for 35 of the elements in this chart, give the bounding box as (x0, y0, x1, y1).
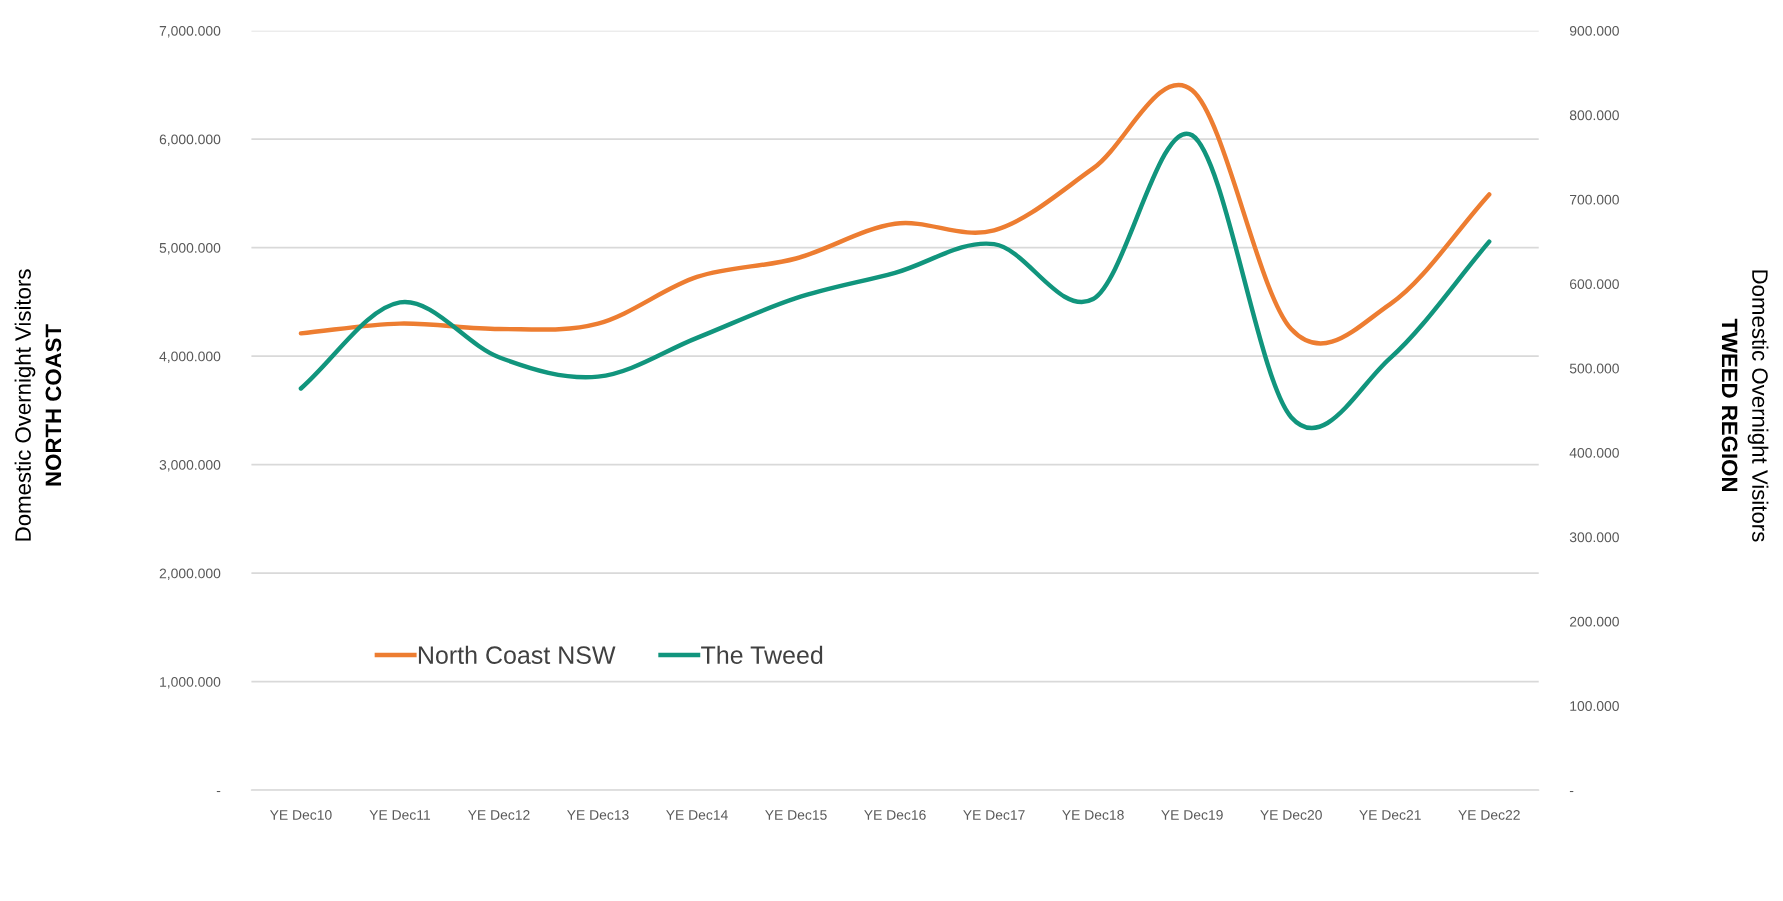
x-tick-label: YE Dec22 (1458, 809, 1520, 820)
x-tick-label: YE Dec10 (269, 809, 332, 820)
y-tick-label: 2,000.000 (159, 568, 221, 580)
x-tick-label: YE Dec19 (1161, 809, 1223, 820)
y-tick-label: 5,000.000 (159, 242, 221, 255)
x-tick-label: YE Dec16 (864, 809, 926, 820)
y-tick-label: - (216, 790, 221, 793)
x-tick-label: YE Dec15 (765, 810, 827, 820)
x-tick-label: YE Dec18 (1062, 809, 1124, 820)
y-tick-label: 6,000.000 (159, 134, 221, 146)
y2-tick-label: 300.000 (1569, 532, 1619, 543)
y2-tick-label: - (1569, 790, 1574, 793)
y2-tick-label: 900.000 (1569, 25, 1619, 36)
x-tick-label: YE Dec14 (666, 810, 728, 820)
y2-axis-title: Domestic Overnight Visitors TWEED REGION (1721, 270, 1769, 542)
legend-label: North Coast NSW (418, 645, 616, 664)
y-tick-label: 4,000.000 (159, 351, 221, 363)
x-tick-label: YE Dec12 (468, 809, 530, 820)
y2-tick-label: 200.000 (1569, 616, 1619, 627)
y2-tick-label: 100.000 (1570, 701, 1619, 711)
x-tick-label: YE Dec11 (369, 810, 431, 820)
y2-tick-label: 700.000 (1570, 194, 1619, 205)
y2-tick-label: 400.000 (1569, 447, 1619, 458)
legend-label: The Tweed (701, 645, 823, 664)
x-tick-label: YE Dec21 (1359, 809, 1421, 820)
x-tick-label: YE Dec17 (963, 810, 1025, 820)
y-tick-label: 7,000.000 (159, 25, 221, 38)
x-tick-label: YE Dec13 (567, 809, 629, 820)
y-axis-title: Domestic Overnight Visitors NORTH COAST (14, 269, 62, 541)
y-tick-label: 3,000.000 (159, 459, 221, 472)
y2-tick-label: 600.000 (1569, 279, 1619, 289)
y-tick-label: 1,000.000 (160, 677, 221, 689)
x-tick-label: YE Dec20 (1260, 809, 1322, 820)
y2-tick-label: 800.000 (1569, 110, 1619, 121)
y2-tick-label: 500.000 (1569, 363, 1619, 374)
